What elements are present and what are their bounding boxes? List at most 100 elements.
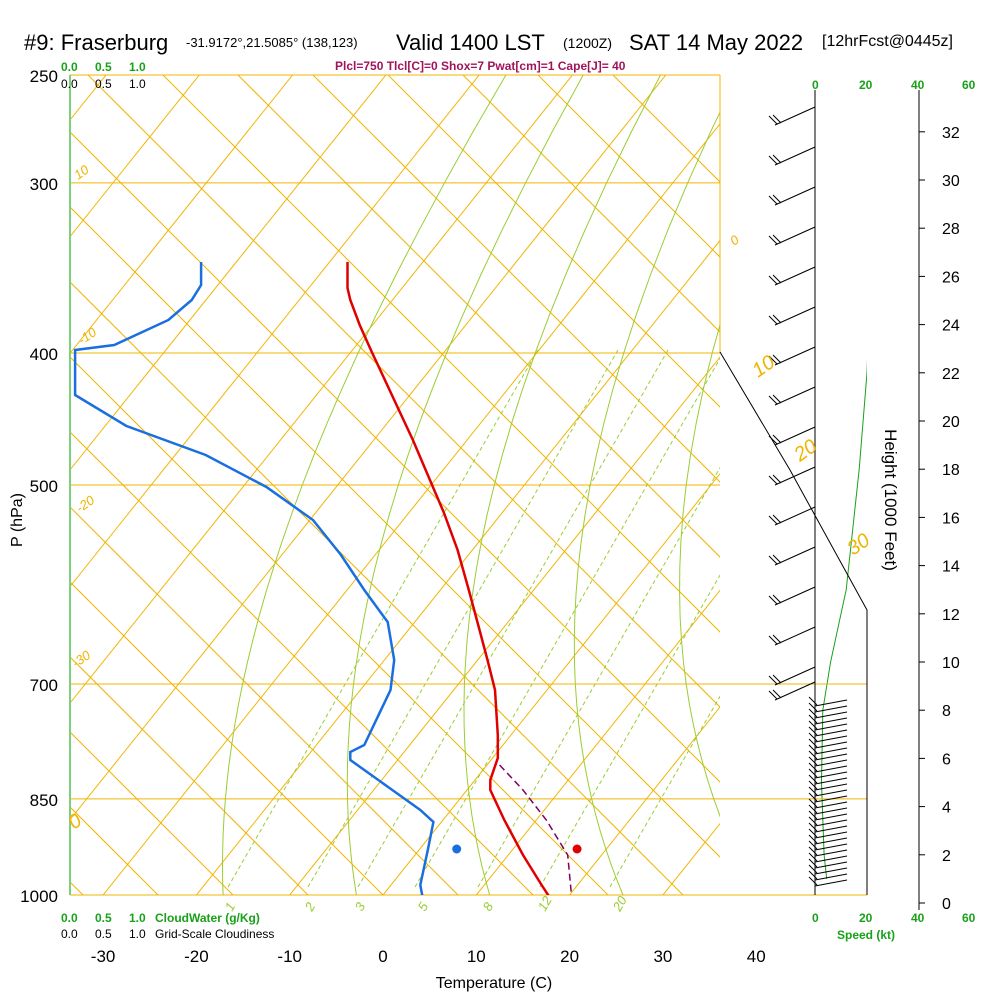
cloudiness-bottom-2: 1.0: [129, 927, 146, 941]
dewpoint-profile: [73, 262, 435, 895]
pressure-tick-label: 250: [30, 67, 58, 86]
moist-adiabat-line: [781, 75, 893, 895]
wind-barb: [808, 774, 848, 785]
dry-adiabat-line: [70, 581, 384, 895]
height-tick-label: 32: [942, 125, 960, 142]
wind-barb: [808, 846, 848, 857]
wind-barb: [808, 732, 848, 743]
dry-adiabat-line: [462, 75, 720, 333]
wind-barb: [808, 786, 848, 797]
wind-barb: [808, 702, 848, 713]
height-tick-label: 12: [942, 607, 960, 624]
mixing-ratio-value-label: 3: [352, 899, 369, 913]
wind-barb: [768, 626, 816, 646]
height-tick-label: 0: [942, 896, 951, 913]
dry-adiabat-line: [70, 131, 720, 783]
dry-adiabat-line: [237, 75, 720, 558]
wind-barb: [808, 834, 848, 845]
pressure-tick-label: 700: [30, 676, 58, 695]
isotherm-line: [70, 75, 293, 355]
wind-barb: [808, 714, 848, 725]
mixing-ratio-value-label: 8: [480, 899, 497, 913]
speed-bottom-40: 40: [911, 911, 925, 925]
wind-barb: [768, 346, 816, 366]
moist-adiabat-line: [463, 75, 661, 895]
wind-barb: [808, 852, 848, 863]
isotherm-line: [475, 589, 720, 895]
temperature-tick-label: 20: [560, 947, 579, 966]
wind-barb: [768, 306, 816, 326]
height-tick-label: 16: [942, 510, 960, 527]
height-tick-label: 14: [942, 559, 960, 576]
wind-barb: [768, 186, 816, 206]
moist-adiabat-line: [346, 75, 584, 895]
wind-barb: [808, 720, 848, 731]
wind-barb: [768, 666, 816, 686]
isotherm-line: [569, 706, 720, 895]
wind-barb: [768, 226, 816, 246]
dry-adiabat-line: [537, 75, 720, 258]
pressure-tick-label: 400: [30, 345, 58, 364]
height-tick-label: 8: [942, 703, 951, 720]
isotherm-value-label: -20: [73, 492, 98, 516]
wind-barb: [808, 750, 848, 761]
isotherm-value-label: 10: [71, 161, 92, 182]
cloudwater-top-1: 0.5: [95, 60, 112, 74]
wind-barb: [768, 681, 816, 701]
dry-adiabat-line: [387, 75, 720, 408]
wind-barb: [808, 828, 848, 839]
isotherm-value-label: -30: [69, 647, 94, 671]
temperature-profile: [346, 262, 550, 895]
isotherm-value-label: 30: [843, 529, 874, 560]
wind-barb: [808, 744, 848, 755]
height-axis-title: Height (1000 Feet): [881, 429, 900, 571]
isotherm-line: [70, 75, 200, 238]
temperature-tick-label: 0: [378, 947, 387, 966]
dry-adiabat-line: [70, 281, 684, 895]
mixing-ratio-value-label: 12: [535, 893, 556, 914]
dry-adiabat-line: [70, 356, 609, 895]
height-tick-label: 4: [942, 800, 951, 817]
mixing-ratio-line: [357, 349, 669, 888]
temperature-tick-label: -30: [91, 947, 116, 966]
dry-adiabat-line: [70, 506, 459, 895]
height-tick-label: 22: [942, 366, 960, 383]
dry-adiabat-line: [162, 75, 720, 633]
mixing-ratio-line: [307, 349, 619, 888]
speed-top-40: 40: [911, 78, 925, 92]
mixing-ratio-line: [477, 466, 720, 888]
cloudwater-bottom-2: 1.0: [129, 911, 146, 925]
wind-barb: [808, 858, 848, 869]
mixing-ratio-value-label: 20: [609, 893, 630, 915]
height-tick-label: 30: [942, 173, 960, 190]
moist-adiabat-line: [573, 111, 720, 895]
height-tick-label: 20: [942, 414, 960, 431]
mixing-ratio-value-label: 5: [415, 899, 432, 913]
mixing-ratio-line: [227, 349, 539, 888]
moist-adiabat-line: [221, 75, 507, 895]
pressure-tick-label: 850: [30, 791, 58, 810]
x-axis-title: Temperature (C): [436, 975, 552, 992]
isotherm-value-label: -10: [75, 324, 100, 348]
temperature-tick-label: 10: [467, 947, 486, 966]
isotherm-line: [943, 75, 1000, 895]
mixing-ratio-line: [609, 695, 720, 888]
isotherm-line: [756, 75, 1000, 895]
isotherm-value-label: 20: [789, 435, 821, 466]
dry-adiabat-line: [0, 0, 8, 895]
wind-barb: [808, 798, 848, 809]
dry-adiabat-line: [70, 206, 720, 858]
station-title: #9: Fraserburg: [24, 30, 169, 55]
wind-barb: [768, 146, 816, 166]
cloudwater-bottom-1: 0.5: [95, 911, 112, 925]
wind-barb: [808, 726, 848, 737]
isotherm-value-label: 0: [727, 232, 742, 249]
wind-barb: [808, 708, 848, 719]
wind-barb: [808, 768, 848, 779]
wind-barb: [768, 586, 816, 606]
cloudwater-label: CloudWater (g/Kg): [155, 911, 260, 925]
dry-adiabat-line: [87, 75, 720, 708]
wind-barb: [808, 804, 848, 815]
wind-barb: [808, 840, 848, 851]
speed-top-0: 0: [812, 78, 819, 92]
